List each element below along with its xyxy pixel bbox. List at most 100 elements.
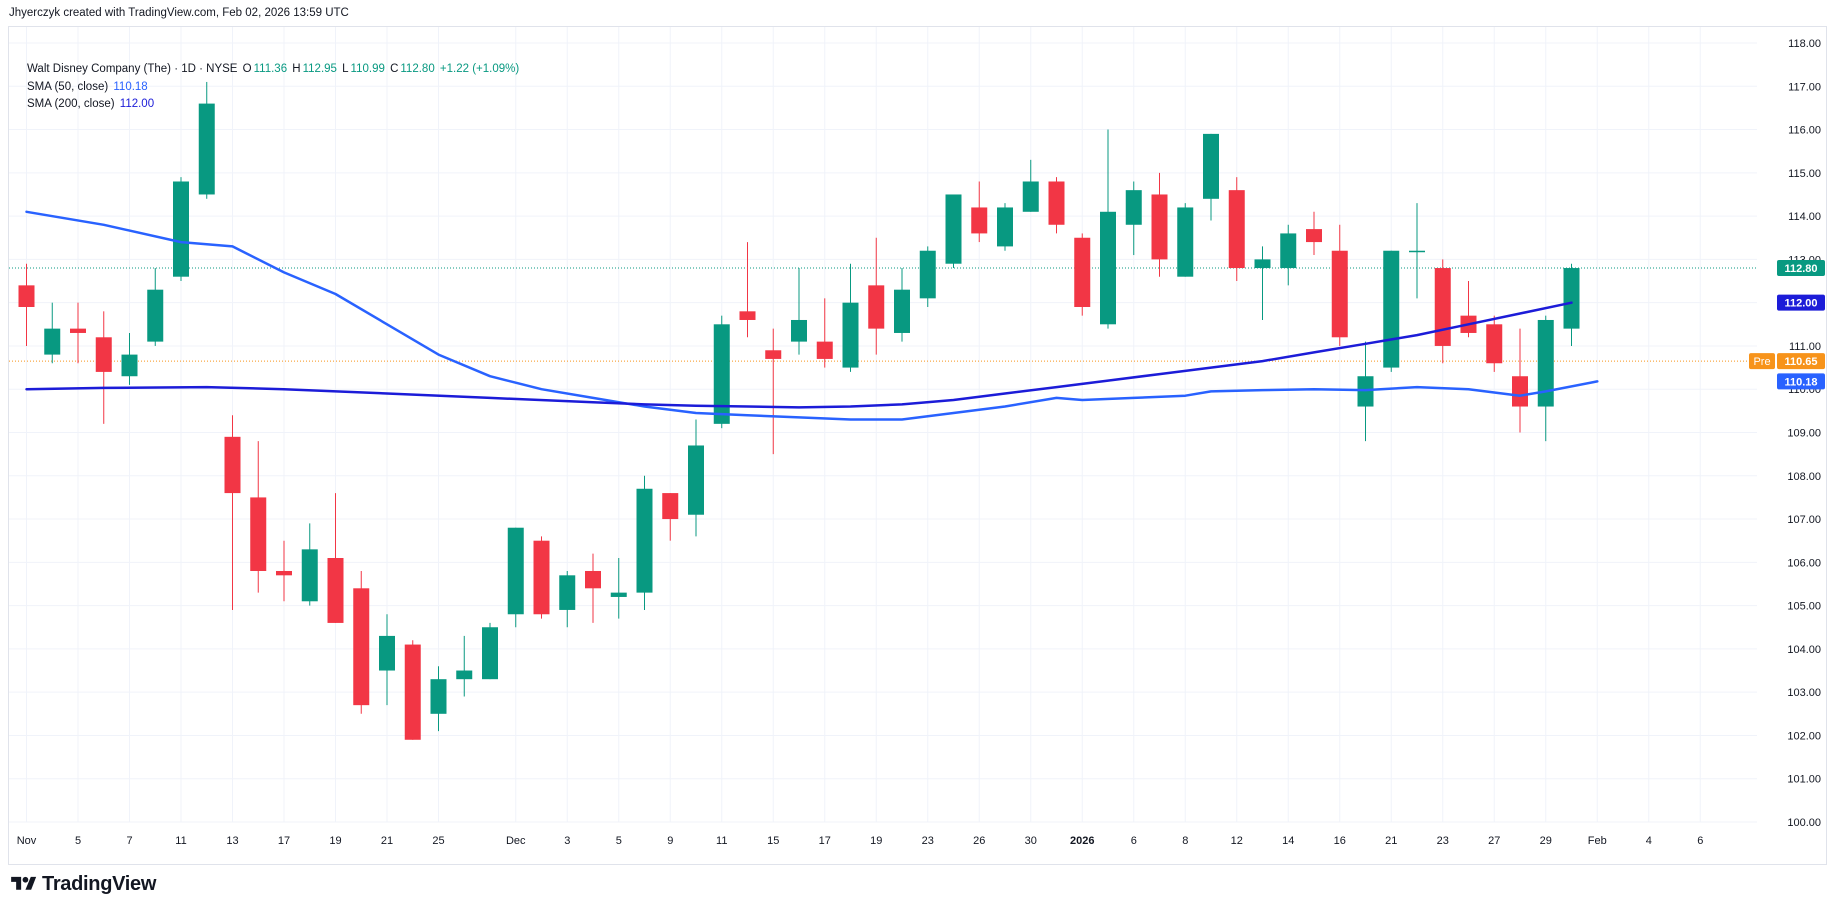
y-tick-label: 108.00: [1787, 471, 1821, 483]
legend-open-label: O: [242, 63, 252, 75]
candle-body: [919, 250, 936, 299]
candle-body: [198, 103, 215, 195]
x-tick-label: 27: [1488, 835, 1500, 847]
candle-body: [301, 549, 318, 602]
legend-sma200-label: SMA (200, close): [27, 98, 115, 110]
candle: [816, 298, 833, 368]
candle: [559, 570, 576, 628]
x-tick-label: 4: [1646, 835, 1652, 847]
candle: [894, 268, 910, 342]
candle: [95, 311, 112, 424]
y-tick-label: 105.00: [1787, 601, 1821, 613]
y-tick-label: 116.00: [1788, 125, 1821, 137]
time-axis: Nov 5 7 11 13 17 19 21 25 Dec 3 5 9 11 15 17 19 23 26 30 202…: [17, 835, 1704, 847]
y-tick-label: 107.00: [1787, 514, 1821, 526]
candle-body: [1331, 250, 1348, 338]
sma50-line: [25, 210, 1599, 421]
candle-body: [997, 207, 1013, 247]
candle-body: [1280, 233, 1297, 269]
candle: [1151, 172, 1168, 277]
candle-body: [353, 588, 370, 706]
legend-sma50-row[interactable]: SMA (50, close) 110.18: [27, 79, 521, 97]
tradingview-logo-icon: [11, 876, 37, 890]
candle: [121, 332, 138, 385]
candle: [147, 268, 164, 346]
candle-body: [44, 328, 61, 355]
candle: [662, 493, 679, 541]
candle-body: [559, 575, 576, 610]
y-tick-label: 101.00: [1787, 774, 1821, 786]
x-tick-label: 17: [819, 835, 831, 847]
y-tick-label: 109.00: [1787, 428, 1821, 440]
candle: [1383, 250, 1400, 372]
x-tick-label: 7: [126, 835, 132, 847]
candle-body: [1563, 268, 1580, 329]
candle: [1331, 224, 1348, 346]
candle-body: [276, 570, 292, 576]
x-tick-label: 13: [226, 835, 238, 847]
candlestick-chart[interactable]: 100.00 101.00 102.00 103.00 104.00 105.00 106.…: [9, 27, 1826, 864]
candle-body: [147, 289, 164, 342]
candle: [276, 540, 292, 602]
candle: [1563, 263, 1580, 346]
candle: [636, 475, 653, 610]
candle-body: [327, 558, 344, 623]
price-label-prefix-bg: [1749, 353, 1775, 370]
legend-sma50-label: SMA (50, close): [27, 80, 109, 93]
candle-body: [1383, 250, 1400, 368]
legend-open-value: 111.36: [253, 63, 288, 75]
legend-symbol[interactable]: Walt Disney Company (The) · 1D · NYSE: [27, 63, 238, 75]
candle-body: [456, 670, 473, 680]
candle-body: [713, 324, 730, 424]
moving-averages: [25, 210, 1599, 421]
x-tick-label: 17: [278, 835, 290, 847]
legend-sma200-row[interactable]: SMA (200, close) 112.00: [27, 96, 521, 114]
price-axis: 100.00 101.00 102.00 103.00 104.00 105.00 106.…: [1787, 38, 1821, 829]
y-tick-label: 118.00: [1788, 38, 1821, 50]
x-tick-label: 21: [381, 835, 393, 847]
candle: [997, 203, 1013, 251]
candle-body: [636, 488, 653, 593]
x-tick-label: 5: [75, 835, 81, 847]
chart-frame[interactable]: 100.00 101.00 102.00 103.00 104.00 105.00 106.…: [8, 26, 1827, 865]
candle-body: [1203, 133, 1219, 199]
legend-high-label: H: [292, 63, 301, 75]
price-label: 110.18: [1777, 373, 1825, 390]
candle: [1100, 129, 1116, 329]
candle: [919, 246, 936, 307]
x-tick-label: 14: [1282, 835, 1294, 847]
candle-body: [379, 635, 395, 671]
candle: [1125, 181, 1142, 256]
price-label-text: 112.00: [1784, 298, 1817, 310]
y-tick-label: 104.00: [1787, 644, 1821, 656]
candle: [1409, 203, 1425, 299]
legend-close-value: 112.80: [400, 63, 435, 75]
y-tick-label: 117.00: [1788, 81, 1821, 93]
x-tick-label: 23: [1437, 835, 1449, 847]
candle: [1203, 133, 1219, 221]
candle: [842, 263, 859, 372]
candle: [173, 177, 189, 282]
candle: [1254, 246, 1271, 320]
candle-body: [1254, 259, 1271, 269]
candle-body: [173, 181, 189, 277]
x-tick-label: Feb: [1588, 835, 1607, 847]
y-tick-label: 114.00: [1788, 211, 1821, 223]
candle-body: [662, 493, 679, 520]
grid: [9, 27, 1757, 823]
candle-body: [404, 644, 421, 740]
candle: [353, 570, 370, 714]
candle-body: [121, 354, 138, 377]
candle-body: [816, 341, 833, 359]
candle-body: [1357, 376, 1374, 407]
price-label-text: 110.65: [1784, 356, 1817, 368]
candle: [1306, 211, 1322, 256]
candle: [533, 536, 550, 619]
candle-body: [842, 302, 859, 368]
candle: [507, 527, 524, 628]
x-tick-label: 19: [329, 835, 341, 847]
legend-low-label: L: [342, 63, 349, 75]
price-label: 112.00: [1777, 294, 1825, 311]
candle: [688, 419, 704, 537]
